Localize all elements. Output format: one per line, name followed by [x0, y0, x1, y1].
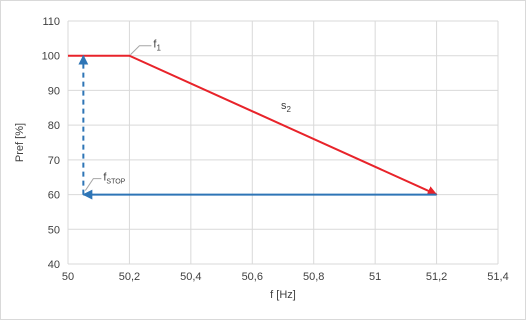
series-line-0: [68, 54, 438, 196]
x-tick-label: 50,4: [180, 271, 201, 283]
x-tick-label: 51: [369, 271, 381, 283]
x-axis: 50 50,2 50,4 50,6 50,8 51 51,2 51,4: [62, 271, 509, 283]
y-axis: 40 50 60 70 80 90 100 110: [42, 16, 60, 271]
x-tick-label: 50,2: [119, 271, 140, 283]
s2-annotation-base: s: [281, 100, 287, 112]
f1-annotation-base: f: [153, 39, 157, 51]
f1-annotation: f1: [153, 39, 161, 53]
s2-annotation-sub: 2: [287, 105, 292, 114]
y-axis-label: Pref [%]: [14, 123, 26, 162]
s2-annotation: s2: [281, 100, 292, 114]
fstop-annotation-base: f: [103, 172, 107, 184]
y-tick-label: 60: [48, 190, 60, 202]
x-tick-label: 51,4: [487, 271, 508, 283]
y-tick-label: 40: [48, 259, 60, 271]
fstop-annotation: fSTOP: [103, 172, 125, 186]
y-tick-label: 50: [48, 224, 60, 236]
y-tick-label: 90: [48, 85, 60, 97]
y-tick-label: 110: [42, 16, 60, 28]
x-tick-label: 50,6: [242, 271, 263, 283]
x-tick-label: 50: [62, 271, 74, 283]
series-group: [68, 54, 438, 200]
x-tick-label: 50,8: [303, 271, 324, 283]
f1-annotation-sub: 1: [156, 44, 161, 53]
fstop-annotation-sub: STOP: [106, 179, 125, 186]
x-tick-label: 51,2: [426, 271, 447, 283]
f1-leader-line: [130, 45, 152, 56]
y-tick-label: 70: [48, 155, 60, 167]
x-axis-label: f [Hz]: [270, 289, 296, 301]
y-tick-label: 100: [42, 51, 60, 63]
fstop-leader-line: [84, 178, 102, 191]
chart: 50 50,2 50,4 50,6 50,8 51 51,2 51,4 40506070809…: [14, 16, 509, 301]
y-tick-label: 80: [48, 120, 60, 132]
